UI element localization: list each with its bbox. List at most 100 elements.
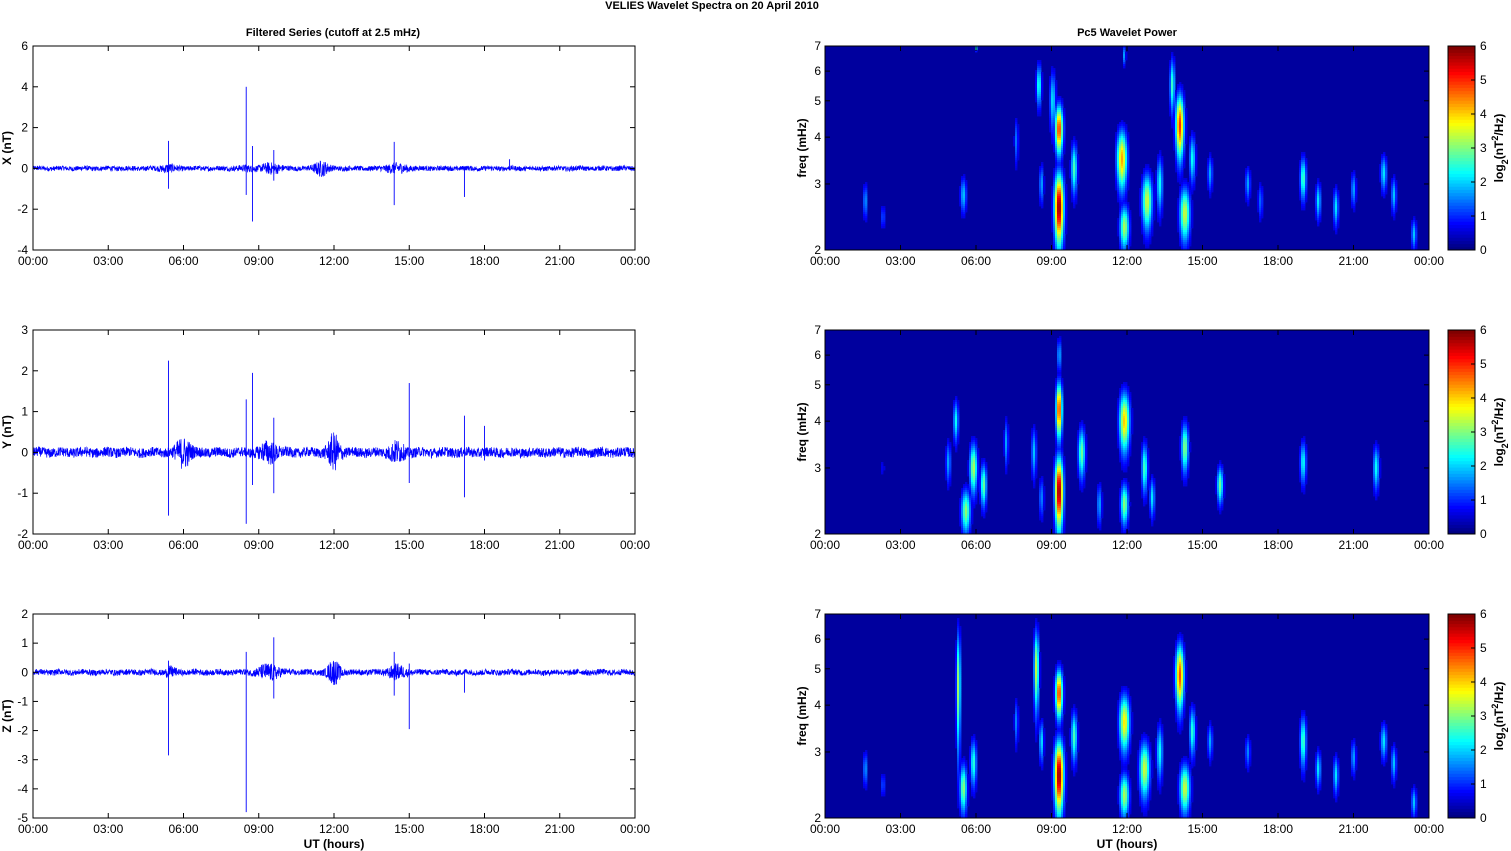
heatmap-cell	[985, 472, 988, 475]
heatmap-cell	[1141, 208, 1144, 211]
heatmap-cell	[1189, 146, 1192, 149]
heatmap-cell	[1181, 172, 1184, 175]
heatmap-cell	[1189, 442, 1192, 445]
heatmap-cell	[1151, 174, 1154, 177]
colorbar-step	[1448, 243, 1475, 248]
heatmap-cell	[957, 404, 960, 407]
heatmap-cell	[1305, 162, 1308, 165]
heatmap-cell	[1031, 434, 1034, 437]
heatmap-cell	[1061, 130, 1064, 133]
heatmap-cell	[1041, 170, 1044, 173]
heatmap-cell	[1183, 180, 1186, 183]
heatmap-cell	[1181, 190, 1184, 193]
heatmap-cell	[1055, 104, 1058, 107]
heatmap-cell	[1075, 146, 1078, 149]
heatmap-cell	[1145, 172, 1148, 175]
heatmap-cell	[1121, 450, 1124, 453]
heatmap-cell	[1055, 180, 1058, 183]
heatmap-cell	[1147, 176, 1150, 179]
heatmap-cell	[1177, 172, 1180, 175]
heatmap-cell	[1127, 420, 1130, 423]
heatmap-cell	[1057, 480, 1060, 483]
heatmap-cell	[1187, 194, 1190, 197]
heatmap-cell	[1119, 130, 1122, 133]
heatmap-cell	[957, 420, 960, 423]
heatmap-cell	[1119, 244, 1122, 247]
heatmap-cell	[1189, 244, 1192, 247]
heatmap-cell	[955, 406, 958, 409]
heatmap-cell	[949, 456, 952, 459]
heatmap-cell	[1081, 462, 1084, 465]
heatmap-cell	[1183, 102, 1186, 105]
heatmap-cell	[971, 452, 974, 455]
heatmap-cell	[1117, 408, 1120, 411]
heatmap-cell	[1031, 456, 1034, 459]
heatmap-cell	[949, 446, 952, 449]
heatmap-cell	[1123, 134, 1126, 137]
heatmap-cell	[1055, 152, 1058, 155]
heatmap-cell	[1179, 172, 1182, 175]
heatmap-cell	[1071, 148, 1074, 151]
heatmap-cell	[1077, 444, 1080, 447]
heatmap-cell	[1117, 178, 1120, 181]
heatmap-cell	[1063, 224, 1066, 227]
heatmap-cell	[1175, 154, 1178, 157]
heatmap-cell	[1037, 114, 1040, 117]
heatmap-cell	[1057, 176, 1060, 179]
heatmap-cell	[1261, 214, 1264, 217]
heatmap-cell	[1187, 460, 1190, 463]
heatmap-cell	[1117, 148, 1120, 151]
heatmap-cell	[1059, 100, 1062, 103]
heatmap-cell	[1129, 432, 1132, 435]
heatmap-cell	[1055, 172, 1058, 175]
heatmap-cell	[1077, 458, 1080, 461]
heatmap-cell	[1031, 472, 1034, 475]
heatmap-cell	[1385, 176, 1388, 179]
heatmap-cell	[1413, 218, 1416, 221]
heatmap-cell	[1249, 170, 1252, 173]
heatmap-cell	[1187, 184, 1190, 187]
heatmap-cell	[1381, 172, 1384, 175]
heatmap-cell	[1245, 182, 1248, 185]
heatmap-cell	[1069, 166, 1072, 169]
heatmap-cell	[1061, 240, 1064, 243]
heatmap-cell	[1059, 232, 1062, 235]
heatmap-cell	[1151, 182, 1154, 185]
heatmap-cell	[1393, 214, 1396, 217]
heatmap-cell	[1129, 426, 1132, 429]
x-tick-label: 15:00	[1187, 254, 1217, 268]
heatmap-cell	[1261, 190, 1264, 193]
heatmap-cell	[1063, 194, 1066, 197]
heatmap-cell	[1053, 476, 1056, 479]
heatmap-cell	[1117, 220, 1120, 223]
heatmap-cell	[1065, 210, 1068, 213]
heatmap-cell	[1175, 92, 1178, 95]
heatmap-cell	[1055, 82, 1058, 85]
heatmap-cell	[1121, 226, 1124, 229]
heatmap-cell	[1057, 156, 1060, 159]
heatmap-cell	[1303, 172, 1306, 175]
heatmap-cell	[1055, 210, 1058, 213]
heatmap-cell	[1039, 72, 1042, 75]
heatmap-cell	[1141, 176, 1144, 179]
heatmap-cell	[1143, 232, 1146, 235]
heatmap-cell	[1355, 192, 1358, 195]
heatmap-cell	[1195, 172, 1198, 175]
heatmap-cell	[1059, 194, 1062, 197]
heatmap-cell	[1147, 210, 1150, 213]
heatmap-cell	[1141, 186, 1144, 189]
heatmap-cell	[1315, 218, 1318, 221]
heatmap-cell	[1173, 98, 1176, 101]
heatmap-cell	[1179, 436, 1182, 439]
heatmap-cell	[1127, 148, 1130, 151]
heatmap-cell	[1057, 232, 1060, 235]
heatmap-cell	[1377, 480, 1380, 483]
heatmap-cell	[1073, 136, 1076, 139]
heatmap-cell	[1063, 150, 1066, 153]
heatmap-cell	[1375, 462, 1378, 465]
heatmap-cell	[1393, 210, 1396, 213]
heatmap-cell	[1151, 202, 1154, 205]
heatmap-cell	[1411, 242, 1414, 245]
heatmap-cell	[1057, 438, 1060, 441]
